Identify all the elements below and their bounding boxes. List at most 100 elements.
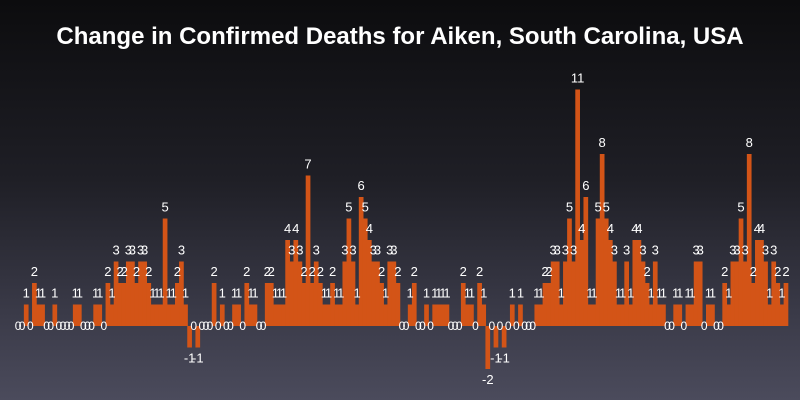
bar <box>309 283 315 326</box>
bar <box>661 304 666 326</box>
bar <box>297 261 303 326</box>
zero-label: 0 <box>43 319 50 333</box>
data-label: 3 <box>374 243 381 258</box>
zero-label: 0 <box>190 319 197 333</box>
zero-label: 0 <box>489 319 496 333</box>
zero-label: 0 <box>203 319 210 333</box>
zero-label: 0 <box>207 319 214 333</box>
bar <box>706 304 711 326</box>
bar <box>542 283 548 326</box>
bar <box>763 261 768 326</box>
bar <box>130 261 135 326</box>
data-label: 4 <box>284 221 291 236</box>
zero-label: 0 <box>60 319 67 333</box>
bar <box>571 261 576 326</box>
data-label: 5 <box>603 200 610 215</box>
data-label: 2 <box>541 264 548 279</box>
bar <box>567 218 572 326</box>
data-label: 3 <box>733 243 740 258</box>
bar <box>440 304 446 326</box>
bar <box>640 261 646 326</box>
bar <box>105 283 111 326</box>
data-label: 3 <box>137 243 144 258</box>
bar <box>554 261 560 326</box>
bar <box>558 304 564 326</box>
bar <box>264 283 270 326</box>
data-label: 1 <box>766 286 773 301</box>
data-label: 1 <box>23 286 30 301</box>
data-label: 1 <box>353 286 360 301</box>
bar <box>759 240 764 326</box>
data-label: 1 <box>333 286 340 301</box>
bar <box>236 304 241 326</box>
bar <box>72 304 78 326</box>
bar <box>644 283 650 326</box>
data-label: 4 <box>635 221 642 236</box>
data-label: 2 <box>750 264 757 279</box>
data-label: 3 <box>370 243 377 258</box>
zero-label: 0 <box>100 319 107 333</box>
bar <box>620 304 625 326</box>
bar <box>305 175 311 326</box>
bar <box>142 261 148 326</box>
data-label: 5 <box>594 200 601 215</box>
data-label: 3 <box>697 243 704 258</box>
data-label: 2 <box>264 264 271 279</box>
bar <box>693 261 699 326</box>
bar <box>656 304 662 326</box>
bar <box>162 218 168 326</box>
bar <box>379 283 384 326</box>
zero-label: 0 <box>521 319 528 333</box>
data-label: 3 <box>112 243 119 258</box>
bar <box>293 240 299 326</box>
data-label: 3 <box>562 243 569 258</box>
zero-label: 0 <box>713 319 720 333</box>
data-label: 1 <box>247 286 254 301</box>
bar <box>726 304 732 326</box>
data-label: 1 <box>688 286 695 301</box>
data-label: 3 <box>741 243 748 258</box>
data-label: 3 <box>178 243 185 258</box>
data-label: 3 <box>390 243 397 258</box>
data-label: 4 <box>631 221 638 236</box>
data-label: 3 <box>296 243 303 258</box>
zero-label: 0 <box>47 319 54 333</box>
bar <box>730 261 736 326</box>
data-label: 1 <box>435 286 442 301</box>
bar <box>612 261 617 326</box>
data-label: 6 <box>358 178 365 193</box>
bar <box>738 218 744 326</box>
data-label: 1 <box>480 286 487 301</box>
bar <box>783 283 789 326</box>
bar <box>125 261 131 326</box>
data-label: 4 <box>292 221 299 236</box>
data-label: 2 <box>774 264 781 279</box>
data-label: 5 <box>161 200 168 215</box>
bar <box>689 304 695 326</box>
data-label: 1 <box>615 286 622 301</box>
zero-label: 0 <box>497 319 504 333</box>
data-label: 1 <box>590 286 597 301</box>
bar <box>579 240 585 326</box>
bar <box>366 240 372 326</box>
bar <box>138 261 143 326</box>
bar <box>252 304 258 326</box>
zero-label: 0 <box>84 319 91 333</box>
data-label: 5 <box>566 200 573 215</box>
bar <box>289 261 295 326</box>
bar <box>346 218 352 326</box>
data-label: 3 <box>141 243 148 258</box>
data-label: 8 <box>746 135 753 150</box>
bar <box>338 304 344 326</box>
bar <box>32 283 37 326</box>
bar <box>322 304 327 326</box>
bar <box>509 304 515 326</box>
data-label: 1 <box>72 286 79 301</box>
bar <box>268 283 274 326</box>
data-label: 2 <box>104 264 111 279</box>
zero-label: 0 <box>668 319 675 333</box>
zero-label: 0 <box>456 319 463 333</box>
data-label: 3 <box>692 243 699 258</box>
bar <box>146 283 152 326</box>
